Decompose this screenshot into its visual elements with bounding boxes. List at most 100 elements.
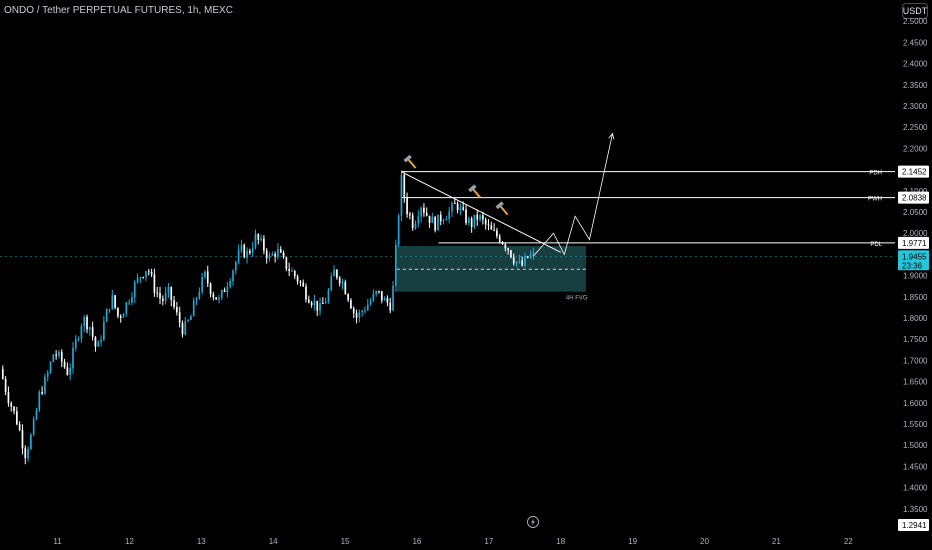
candle-body: [271, 254, 274, 256]
candle-body: [237, 250, 240, 263]
lightning-icon: [527, 516, 539, 528]
candle-body: [88, 327, 91, 330]
candle-body: [218, 297, 220, 300]
candle-body: [389, 302, 392, 311]
candle-body: [437, 214, 439, 231]
time-axis-label: 16: [412, 537, 421, 546]
chart-title: ONDO / Tether PERPETUAL FUTURES, 1h, MEX…: [4, 5, 233, 16]
price-tag-low-text: 1.2941: [902, 521, 927, 530]
candle-body: [330, 276, 333, 291]
price-tag-low: 1.2941: [898, 519, 929, 531]
candle-body: [13, 406, 15, 412]
candle-body: [501, 242, 504, 245]
hammer-icon: [495, 201, 509, 216]
candle-body: [403, 174, 406, 198]
candle-body: [504, 244, 507, 249]
price-scale-label: 2.4000: [903, 60, 928, 69]
candle-body: [515, 261, 518, 264]
hammer-head: [403, 154, 412, 163]
price-scale-label: 2.1000: [903, 187, 928, 196]
candle-body: [372, 293, 375, 301]
candle-body: [63, 361, 66, 368]
candle-body: [493, 229, 495, 231]
candle-body: [302, 282, 305, 287]
candle-body: [268, 255, 271, 259]
candle-body: [161, 298, 164, 301]
time-axis-label: 12: [125, 537, 134, 546]
candle-body: [212, 294, 215, 298]
candle-body: [333, 269, 335, 277]
candle-body: [479, 215, 481, 220]
price-tag-pdl: 1.9771: [898, 236, 929, 249]
candle-body: [380, 291, 383, 301]
current-price-text: 1.9455: [902, 252, 927, 261]
price-scale-label: 1.4000: [903, 484, 928, 493]
candle-body: [296, 276, 299, 282]
price-scale-label: 2.0000: [903, 229, 928, 238]
candle-body: [310, 302, 313, 305]
candle-body: [66, 367, 69, 375]
candle-body: [97, 341, 100, 347]
price-scale-label: 1.6000: [903, 399, 928, 408]
candle-body: [77, 338, 80, 340]
candle-body: [159, 293, 161, 299]
candle-body: [150, 272, 153, 275]
candle-body: [344, 281, 347, 295]
candle-body: [428, 215, 431, 224]
hammer-handle: [499, 205, 509, 216]
price-tag-pdh-bg: [898, 165, 929, 178]
candle-body: [21, 430, 24, 449]
candle-body: [260, 238, 262, 240]
candle-body: [108, 308, 111, 310]
current-price-tag-bg: [898, 250, 929, 271]
candle-body: [198, 292, 201, 299]
currency-button[interactable]: USDT: [902, 3, 928, 19]
candle-body: [105, 309, 108, 322]
candle-body: [327, 290, 330, 302]
candle-body: [209, 283, 212, 295]
candle-body: [395, 244, 397, 286]
candle-body: [181, 322, 184, 335]
candle-body: [251, 247, 254, 253]
price-scale-label: 1.6500: [903, 378, 928, 387]
candle-body: [52, 354, 55, 362]
candle-body: [445, 218, 448, 221]
candle-body: [456, 203, 459, 211]
candle-body: [173, 300, 175, 307]
candle-body: [465, 209, 467, 224]
candle-body: [100, 339, 102, 342]
hammer-head: [495, 201, 504, 210]
fvg-zone: [396, 245, 586, 292]
candle-body: [55, 354, 57, 356]
candle-body: [369, 300, 372, 305]
candle-body: [307, 299, 310, 303]
candle-body: [434, 216, 436, 231]
candle-body: [16, 411, 18, 425]
candle-body: [462, 207, 465, 210]
time-axis-label: 15: [341, 537, 350, 546]
candle-body: [322, 302, 324, 304]
candle-body: [414, 223, 417, 229]
candle-body: [117, 307, 119, 317]
candle-body: [119, 316, 122, 318]
price-tag-pwh-text: 2.0838: [902, 194, 927, 203]
hammer-handle: [407, 158, 417, 169]
candle-body: [114, 295, 116, 308]
candle-body: [496, 230, 498, 237]
candle-body: [406, 197, 408, 215]
candle-body: [383, 298, 386, 301]
candle-body: [490, 225, 493, 230]
candle-body: [316, 300, 319, 311]
candle-body: [226, 286, 229, 292]
candle-body: [411, 215, 414, 229]
candle-body: [1, 368, 4, 379]
candle-body: [487, 224, 490, 226]
candle-body: [32, 419, 35, 435]
candle-body: [153, 274, 156, 293]
candle-body: [24, 448, 27, 459]
candle-body: [263, 238, 265, 251]
candle-body: [111, 295, 114, 309]
candle-body: [254, 234, 257, 248]
candle-body: [451, 203, 453, 212]
